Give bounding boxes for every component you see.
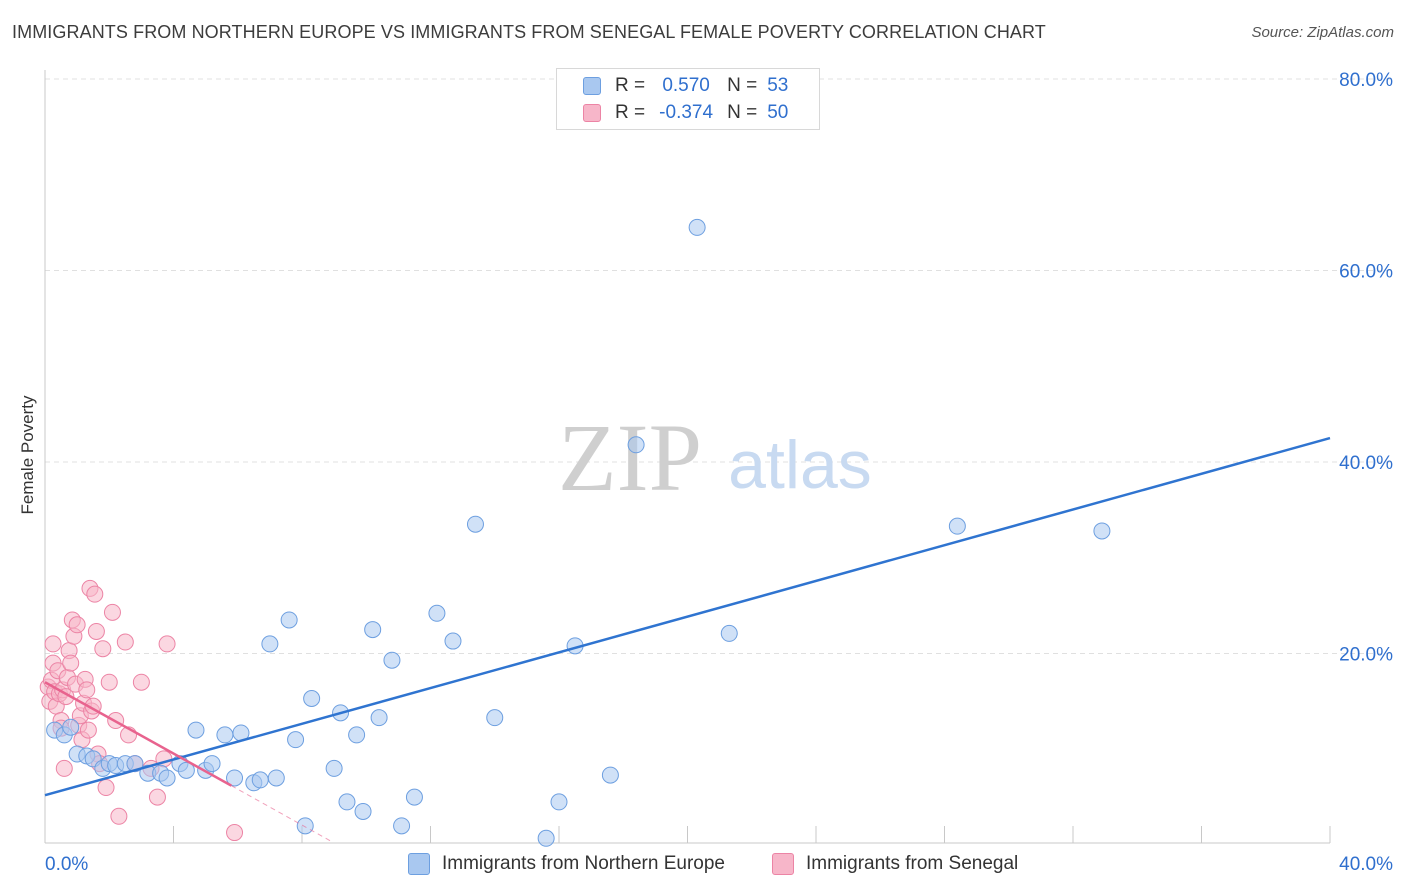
northern-europe-point bbox=[348, 726, 366, 744]
senegal-point bbox=[68, 616, 86, 634]
senegal-point bbox=[103, 603, 121, 621]
bottom-legend-northern-europe: Immigrants from Northern Europe bbox=[408, 852, 725, 876]
legend-r-value-1: 0.570 bbox=[662, 75, 710, 96]
trend-lines bbox=[44, 436, 1331, 842]
y-tick-label: 40.0% bbox=[1339, 453, 1393, 474]
senegal-point bbox=[78, 681, 96, 699]
northern-europe-point bbox=[383, 651, 401, 669]
legend-n-label: N = bbox=[727, 102, 758, 123]
northern-europe-point bbox=[370, 709, 388, 727]
senegal-point bbox=[110, 807, 128, 825]
y-tick-label: 20.0% bbox=[1339, 645, 1393, 666]
y-axis-label: Female Poverty bbox=[18, 395, 37, 515]
senegal-point bbox=[55, 759, 73, 777]
northern-europe-point bbox=[226, 769, 244, 787]
senegal-trend-line-extension bbox=[231, 785, 332, 842]
senegal-point bbox=[116, 633, 134, 651]
northern-europe-point bbox=[393, 817, 411, 835]
tick-labels: 20.0% 40.0% 60.0% 80.0% 0.0% 40.0% bbox=[45, 70, 1393, 875]
northern-europe-point bbox=[303, 690, 321, 708]
senegal-point bbox=[158, 635, 176, 653]
northern-europe-point bbox=[325, 759, 343, 777]
senegal-point bbox=[97, 779, 115, 797]
northern-europe-point bbox=[187, 721, 205, 739]
source-label: Source: ZipAtlas.com bbox=[1251, 24, 1394, 41]
senegal-points bbox=[39, 579, 244, 842]
senegal-point bbox=[62, 654, 80, 672]
legend-r-value-2: -0.374 bbox=[659, 102, 714, 123]
northern-europe-point bbox=[405, 788, 423, 806]
northern-europe-point bbox=[280, 611, 298, 629]
gridlines bbox=[45, 78, 1392, 654]
legend-swatch-pink bbox=[583, 104, 601, 122]
northern-europe-point bbox=[688, 218, 706, 236]
northern-europe-point bbox=[338, 793, 356, 811]
northern-europe-point bbox=[486, 709, 504, 727]
senegal-trend-line bbox=[44, 681, 232, 787]
senegal-point bbox=[87, 622, 105, 640]
northern-europe-point bbox=[627, 436, 645, 454]
y-tick-label: 60.0% bbox=[1339, 262, 1393, 283]
x-tick-label-max: 40.0% bbox=[1339, 854, 1393, 875]
legend-n-value-2: 50 bbox=[767, 102, 789, 123]
northern-europe-point bbox=[62, 718, 80, 736]
senegal-point bbox=[79, 721, 97, 739]
northern-europe-point bbox=[428, 604, 446, 622]
bottom-legend-swatch-blue bbox=[408, 853, 430, 875]
legend-r-label: R = bbox=[615, 75, 646, 96]
northern-europe-point bbox=[216, 726, 234, 744]
senegal-point bbox=[226, 824, 244, 842]
legend-row-senegal: R = -0.374 N = 50 bbox=[583, 101, 788, 125]
senegal-point bbox=[100, 673, 118, 691]
bottom-legend-swatch-pink bbox=[772, 853, 794, 875]
watermark-atlas: atlas bbox=[728, 427, 872, 503]
bottom-legend-senegal: Immigrants from Senegal bbox=[772, 852, 1018, 876]
northern-europe-point bbox=[444, 632, 462, 650]
senegal-point bbox=[132, 673, 150, 691]
bottom-legend-label-2: Immigrants from Senegal bbox=[806, 853, 1019, 874]
y-tick-label: 80.0% bbox=[1339, 70, 1393, 91]
stats-legend: R = 0.570 N = 53 R = -0.374 N = 50 bbox=[556, 68, 820, 130]
northern-europe-point bbox=[601, 766, 619, 784]
x-tick-label-min: 0.0% bbox=[45, 854, 88, 875]
northern-europe-point bbox=[364, 621, 382, 639]
northern-europe-point bbox=[287, 731, 305, 749]
northern-europe-point bbox=[296, 817, 314, 835]
northern-europe-point bbox=[1093, 522, 1111, 540]
watermark-zip: ZIP bbox=[558, 404, 702, 511]
northern-europe-point bbox=[466, 515, 484, 533]
northern-europe-point bbox=[354, 802, 372, 820]
legend-r-label: R = bbox=[615, 102, 646, 123]
legend-row-northern-europe: R = 0.570 N = 53 bbox=[583, 74, 788, 98]
northern-europe-points bbox=[46, 218, 1111, 847]
northern-europe-point bbox=[261, 635, 279, 653]
senegal-point bbox=[86, 585, 104, 603]
northern-europe-point bbox=[203, 755, 221, 773]
chart-title: IMMIGRANTS FROM NORTHERN EUROPE VS IMMIG… bbox=[12, 22, 1046, 42]
northern-europe-point bbox=[126, 755, 144, 773]
northern-europe-point bbox=[177, 761, 195, 779]
bottom-legend-label-1: Immigrants from Northern Europe bbox=[442, 853, 725, 874]
axes bbox=[44, 70, 1331, 844]
northern-europe-point bbox=[267, 769, 285, 787]
senegal-point bbox=[94, 640, 112, 658]
northern-europe-point bbox=[948, 517, 966, 535]
northern-europe-trend-line bbox=[44, 436, 1331, 797]
northern-europe-point bbox=[550, 793, 568, 811]
legend-n-label: N = bbox=[727, 75, 758, 96]
watermark: ZIP atlas bbox=[558, 404, 872, 511]
senegal-point bbox=[44, 635, 62, 653]
legend-swatch-blue bbox=[583, 77, 601, 95]
northern-europe-point bbox=[251, 771, 269, 789]
northern-europe-point bbox=[720, 624, 738, 642]
senegal-point bbox=[148, 788, 166, 806]
northern-europe-point bbox=[537, 829, 555, 847]
northern-europe-point bbox=[158, 769, 176, 787]
legend-n-value-1: 53 bbox=[767, 75, 789, 96]
